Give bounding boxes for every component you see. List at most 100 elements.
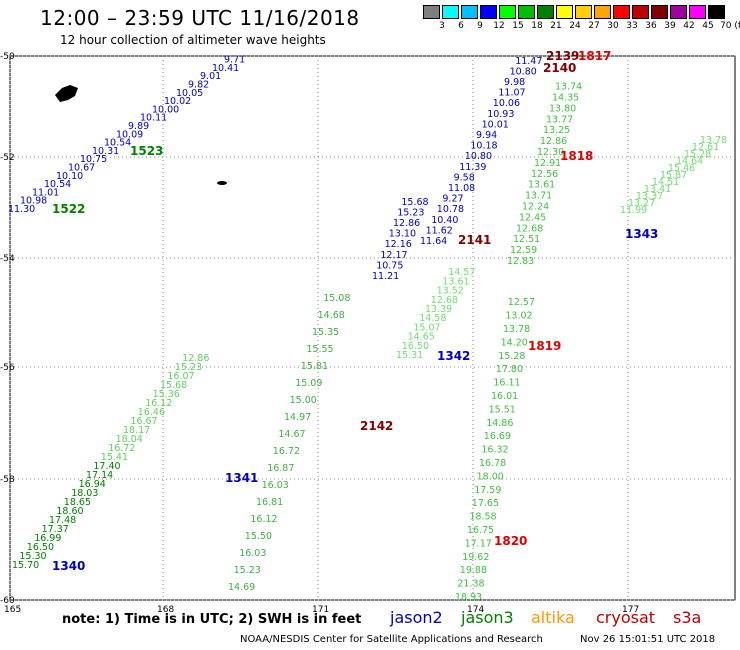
pass-id-label: 2142	[360, 419, 393, 433]
scale-swatch	[651, 5, 668, 19]
swh-value: 12.68	[431, 295, 458, 306]
swh-value: 19.88	[460, 565, 487, 576]
swh-value: 16.69	[484, 431, 511, 442]
scale-label: 42	[683, 21, 695, 31]
swh-value: 18.17	[123, 425, 150, 436]
swh-value: 12.83	[507, 256, 534, 267]
lat-tick-label: -56	[0, 363, 15, 373]
swh-value: 16.67	[130, 416, 157, 427]
swh-value: 16.46	[138, 407, 165, 418]
swh-value: 10.10	[56, 171, 83, 182]
scale-label: 45	[702, 21, 714, 31]
scale-label: 30	[607, 21, 619, 31]
swh-value: 18.03	[71, 488, 98, 499]
swh-value: 13.74	[555, 82, 582, 93]
swh-value: 11.21	[372, 271, 399, 282]
island-shape	[217, 181, 227, 185]
swh-value: 15.08	[323, 293, 350, 304]
scale-swatch	[670, 5, 687, 19]
swh-value: 13.78	[503, 324, 530, 335]
scale-swatch	[518, 5, 535, 19]
swh-value: 15.55	[306, 344, 333, 355]
swh-value: 13.41	[644, 184, 671, 195]
swh-value: 11.64	[420, 236, 447, 247]
scale-label: 12	[493, 21, 505, 31]
swh-value: 15.36	[153, 389, 180, 400]
swh-value: 10.02	[164, 96, 191, 107]
lat-tick-label: -50	[0, 52, 15, 62]
lon-tick-label: 168	[157, 605, 174, 615]
scale-label: 21	[550, 21, 562, 31]
swh-value: 13.52	[437, 286, 464, 297]
swh-value: 16.81	[256, 497, 283, 508]
swh-value: 10.54	[44, 179, 71, 190]
swh-value: 13.27	[628, 198, 655, 209]
footer-credit: NOAA/NESDIS Center for Satellite Applica…	[240, 634, 543, 645]
swh-value: 11.47	[515, 56, 542, 67]
swh-value: 11.30	[8, 204, 35, 215]
swh-value: 10.00	[152, 104, 179, 115]
legend-s3a: s3a	[673, 608, 702, 627]
scale-label: 3	[439, 21, 445, 31]
swh-value: 10.80	[510, 66, 537, 77]
scale-swatch	[613, 5, 630, 19]
legend-cryosat: cryosat	[596, 608, 656, 627]
pass-id-label: 2141	[458, 233, 491, 247]
swh-value: 14.97	[284, 412, 311, 423]
swh-value: 14.35	[552, 93, 579, 104]
swh-value: 21.38	[457, 579, 484, 590]
lat-tick-label: -58	[0, 475, 15, 485]
scale-swatch	[689, 5, 706, 19]
swh-value: 10.11	[140, 113, 167, 124]
swh-value: 15.50	[245, 531, 272, 542]
swh-value: 16.11	[493, 378, 520, 389]
swh-value: 18.65	[64, 497, 91, 508]
pass-id-label: 1343	[625, 227, 658, 241]
swh-value: 15.68	[160, 380, 187, 391]
swh-value: 16.07	[167, 371, 194, 382]
swh-value: 16.75	[467, 525, 494, 536]
swh-value: 10.54	[104, 138, 131, 149]
swh-value: 10.93	[487, 109, 514, 120]
swh-value: 12.86	[182, 353, 209, 364]
swh-value: 11.39	[459, 162, 486, 173]
scale-swatch	[708, 5, 725, 19]
swh-value: 13.80	[549, 103, 576, 114]
island-shape	[55, 85, 78, 102]
swh-value: 11.62	[426, 225, 453, 236]
swh-value: 10.18	[470, 141, 497, 152]
swh-value: 16.12	[145, 398, 172, 409]
swh-value: 17.65	[472, 498, 499, 509]
swh-value: 12.56	[531, 169, 558, 180]
lon-tick-label: 174	[467, 605, 484, 615]
page-subtitle: 12 hour collection of altimeter wave hei…	[60, 33, 326, 47]
swh-value: 16.12	[250, 514, 277, 525]
swh-value: 15.09	[295, 378, 322, 389]
pass-id-label: 1818	[560, 149, 593, 163]
swh-value: 15.41	[101, 452, 128, 463]
swh-value: 13.71	[525, 191, 552, 202]
swh-value: 12.17	[380, 250, 407, 261]
scale-swatch	[575, 5, 592, 19]
swh-value: 16.50	[27, 542, 54, 553]
swh-value: 14.20	[501, 337, 528, 348]
swh-value: 17.37	[42, 524, 69, 535]
pass-id-label: 1523	[130, 144, 163, 158]
swh-value: 17.80	[496, 364, 523, 375]
swh-value: 15.28	[684, 149, 711, 160]
swh-value: 12.51	[513, 234, 540, 245]
swh-value: 15.00	[290, 395, 317, 406]
swh-value: 15.87	[660, 170, 687, 181]
swh-value: 9.94	[476, 130, 497, 141]
swh-value: 18.00	[477, 471, 504, 482]
page-title: 12:00 – 23:59 UTC 11/16/2018	[40, 6, 360, 30]
swh-value: 9.82	[188, 80, 209, 91]
legend-altika: altika	[531, 608, 575, 627]
swh-value: 15.81	[301, 361, 328, 372]
scale-swatch	[442, 5, 459, 19]
swh-value: 9.89	[128, 121, 149, 132]
lat-tick-label: -52	[0, 153, 15, 163]
scale-label: 33	[626, 21, 638, 31]
scale-label: 70 (ft)	[720, 21, 740, 31]
